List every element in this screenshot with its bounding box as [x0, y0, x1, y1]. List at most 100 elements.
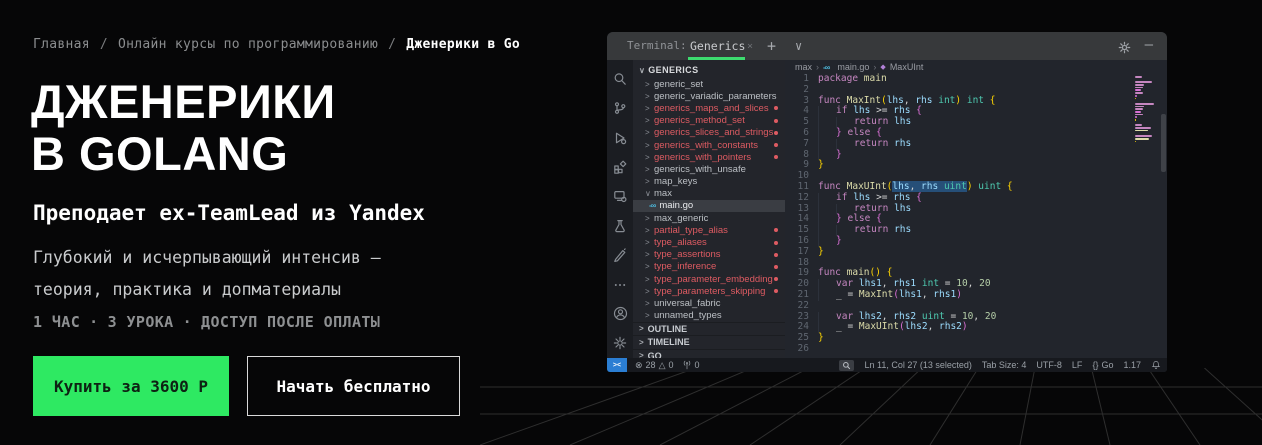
explorer-item-type_assertions[interactable]: > type_assertions — [633, 249, 785, 261]
code-line: 10 — [785, 170, 1167, 182]
search-icon[interactable] — [607, 64, 633, 93]
modified-dot — [774, 264, 778, 269]
broadcast-icon — [683, 360, 690, 370]
explorer-item-type_aliases[interactable]: > type_aliases — [633, 236, 785, 248]
go-file-icon: -∞ — [649, 201, 656, 211]
code-token: } — [836, 234, 842, 246]
sidebar-section-go[interactable]: > GO — [633, 348, 785, 358]
status-language-mode[interactable]: {} Go — [1092, 360, 1113, 370]
activity-bar — [607, 60, 633, 358]
line-number: 1 — [803, 73, 809, 84]
start-free-button[interactable]: Начать бесплатно — [247, 356, 460, 416]
settings-gear-icon[interactable] — [607, 329, 633, 358]
status-cursor-position[interactable]: Ln 11, Col 27 (13 selected) — [864, 360, 971, 370]
minimap-line — [1135, 113, 1143, 116]
explorer-item-partial_type_alias[interactable]: > partial_type_alias — [633, 224, 785, 236]
status-go-version[interactable]: 1.17 — [1123, 360, 1141, 370]
new-tab-button[interactable]: + — [767, 37, 777, 55]
status-eol[interactable]: LF — [1072, 360, 1083, 370]
line-number: 12 — [797, 191, 809, 203]
line-number: 22 — [797, 299, 809, 311]
explorer-item-map_keys[interactable]: > map_keys — [633, 176, 785, 188]
code-area[interactable]: 1 package main 2 3 func MaxInt(lhs, rhs int)… — [785, 73, 1167, 358]
status-tab-size[interactable]: Tab Size: 4 — [982, 360, 1027, 370]
explorer-item-type_inference[interactable]: > type_inference — [633, 261, 785, 273]
explorer-item-generics_slices_and_strings[interactable]: > generics_slices_and_strings — [633, 127, 785, 139]
explorer-item-unnamed_types[interactable]: > unnamed_types — [633, 310, 785, 322]
testing-beaker-icon[interactable] — [607, 211, 633, 240]
modified-dot — [774, 289, 778, 294]
chevron-right-icon: > — [645, 140, 650, 150]
explorer-item-generics_with_unsafe[interactable]: > generics_with_unsafe — [633, 163, 785, 175]
explorer-item-generics_with_pointers[interactable]: > generics_with_pointers — [633, 151, 785, 163]
editor-breadcrumb-item[interactable]: MaxUInt — [889, 62, 924, 72]
extensions-icon[interactable] — [607, 152, 633, 181]
breadcrumb-separator: / — [99, 37, 109, 52]
explorer-item-max_generic[interactable]: > max_generic — [633, 212, 785, 224]
editor-breadcrumb-item[interactable]: main.go — [837, 62, 870, 72]
code-token — [938, 180, 944, 192]
explorer-item-generics_method_set[interactable]: > generics_method_set — [633, 115, 785, 127]
source-control-icon[interactable] — [607, 93, 633, 122]
code-token: MaxInt — [846, 94, 881, 106]
account-icon[interactable] — [607, 299, 633, 328]
sidebar-section-outline[interactable]: > OUTLINE — [633, 321, 785, 335]
explorer-item-generic_variadic_parameters[interactable]: > generic_variadic_parameters — [633, 90, 785, 102]
tab-close-icon[interactable]: × — [747, 41, 754, 52]
indent-guide — [818, 279, 836, 290]
explorer-item-type_parameter_embedding[interactable]: > type_parameter_embedding — [633, 273, 785, 285]
chevron-right-icon: > — [645, 91, 650, 101]
scrollbar-thumb[interactable] — [1161, 114, 1166, 172]
breadcrumb-item[interactable]: Главная — [33, 37, 90, 52]
line-number: 8 — [803, 148, 809, 160]
code-token: if — [836, 105, 848, 117]
indent-guide — [818, 311, 836, 323]
file-name: type_inference — [654, 261, 717, 273]
status-encoding[interactable]: UTF-8 — [1036, 360, 1062, 370]
zoom-icon[interactable] — [839, 359, 855, 371]
minimize-icon[interactable]: – — [1144, 37, 1153, 53]
explorer-item-type_parameters_skipping[interactable]: > type_parameters_skipping — [633, 285, 785, 297]
explorer-item-generic_set[interactable]: > generic_set — [633, 78, 785, 90]
explorer-item-generics_with_constants[interactable]: > generics_with_constants — [633, 139, 785, 151]
status-right: Ln 11, Col 27 (13 selected) Tab Size: 4 UT… — [839, 359, 1141, 371]
indent-guide — [818, 127, 836, 139]
status-label: Go — [1101, 360, 1114, 370]
remote-explorer-icon[interactable] — [607, 182, 633, 211]
problems-indicator[interactable]: ⊗ 28 △ 0 — [635, 360, 674, 371]
notifications-bell-icon[interactable] — [1151, 359, 1161, 372]
code-token: { — [876, 213, 882, 225]
explorer-item-generics_maps_and_slices[interactable]: > generics_maps_and_slices — [633, 102, 785, 114]
code-token: , — [921, 288, 934, 300]
modified-dot — [774, 240, 778, 245]
minimap[interactable] — [1135, 76, 1156, 146]
editor-breadcrumb-item[interactable]: max — [795, 62, 813, 72]
sidebar-section-timeline[interactable]: > TIMELINE — [633, 335, 785, 348]
ports-indicator[interactable]: 0 — [682, 360, 700, 370]
code-line: 26 — [785, 342, 1167, 355]
line-number: 26 — [797, 342, 809, 354]
explorer-item-universal_fabric[interactable]: > universal_fabric — [633, 297, 785, 309]
explorer-item-main.go[interactable]: -∞ main.go — [633, 199, 785, 213]
buy-button[interactable]: Купить за 3600 Р — [33, 356, 229, 416]
code-token: ) — [955, 94, 962, 106]
code-editor[interactable]: max › -∞ main.go › ◆ MaxUInt 1 package main 2 3 fu… — [785, 60, 1167, 358]
code-token: , — [909, 180, 922, 192]
code-token: lhs — [853, 191, 871, 203]
more-actions-icon[interactable] — [607, 270, 633, 299]
modified-dot — [774, 228, 778, 233]
run-and-debug-icon[interactable] — [607, 123, 633, 152]
breadcrumb-separator: / — [388, 37, 397, 52]
code-line: 19 func main() { — [785, 267, 1167, 279]
course-meta: 1 ЧАС · 3 УРОКА · ДОСТУП ПОСЛЕ ОПЛАТЫ — [33, 313, 380, 331]
code-token: rhs — [921, 180, 939, 192]
explorer-section-header[interactable]: ∨ GENERICS — [633, 60, 785, 78]
misc-extension-icon[interactable] — [607, 240, 633, 269]
explorer-item-max[interactable]: ∨ max — [633, 188, 785, 200]
remote-indicator[interactable]: >< — [607, 358, 627, 372]
tab-generics[interactable]: Generics — [690, 39, 746, 53]
chevron-down-icon[interactable]: ∨ — [795, 39, 803, 53]
settings-gear-icon[interactable] — [1118, 39, 1131, 58]
breadcrumb-item[interactable]: Онлайн курсы по программированию — [118, 37, 379, 52]
modified-dot — [774, 155, 778, 160]
